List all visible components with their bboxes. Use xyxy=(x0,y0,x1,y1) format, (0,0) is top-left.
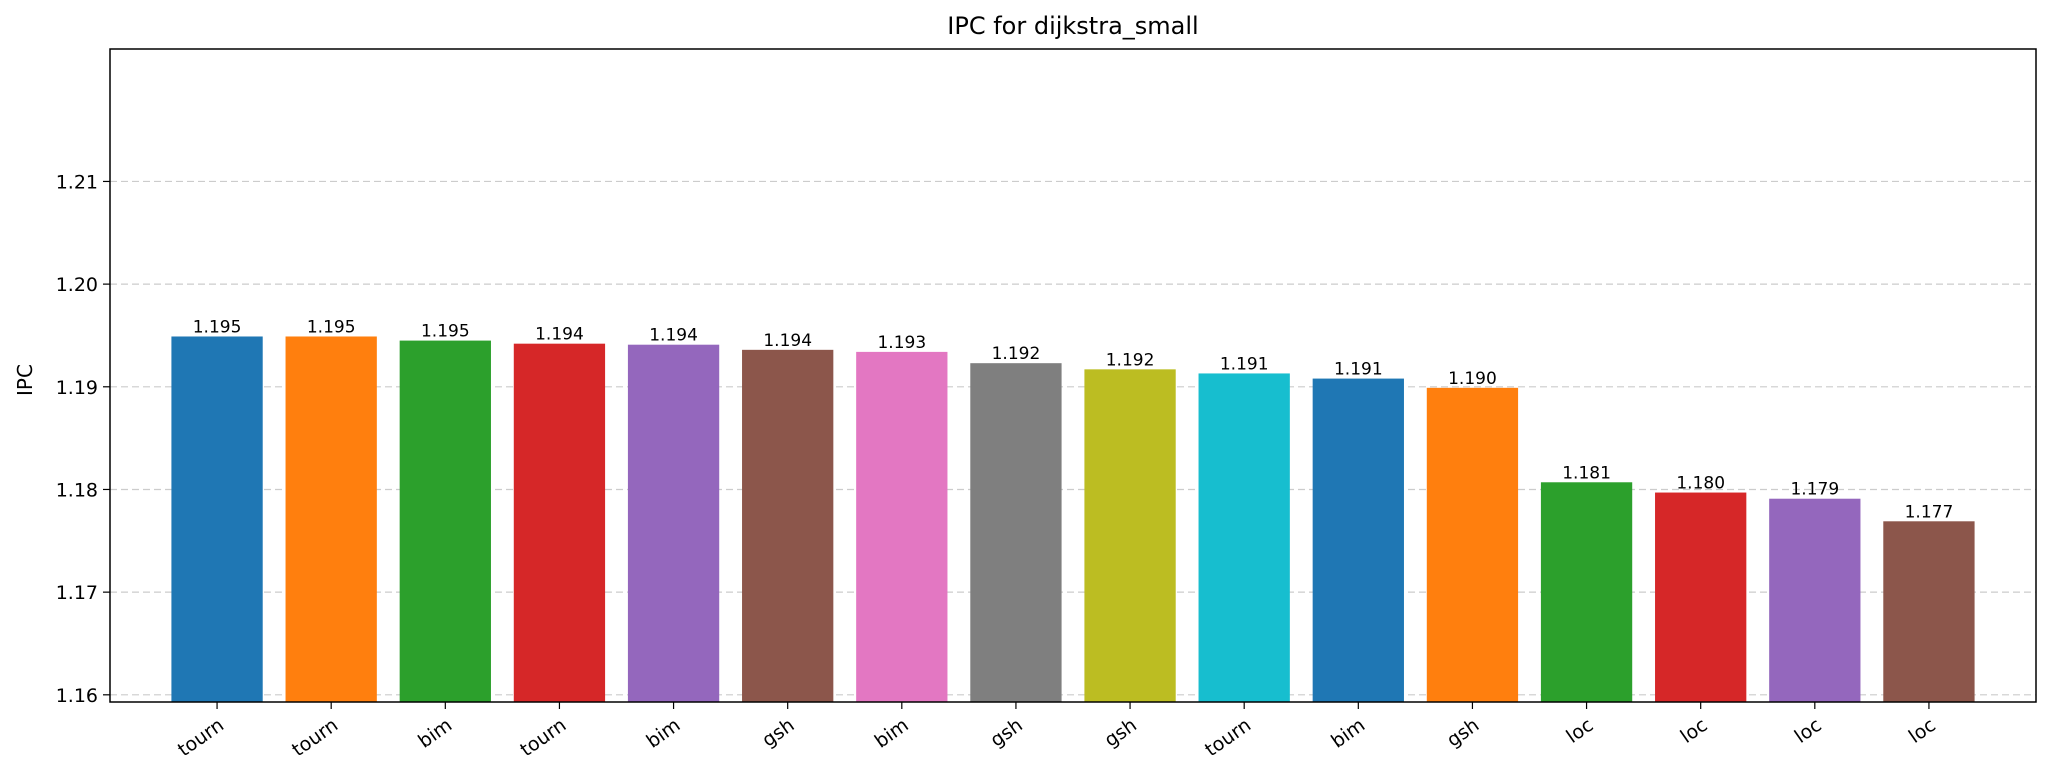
y-tick-label: 1.17 xyxy=(56,582,98,604)
x-tick-label: loc xyxy=(1677,714,1712,748)
x-tick-label: loc xyxy=(1791,714,1826,748)
y-axis-title: IPC xyxy=(13,364,37,396)
bar-value-labels: 1.195 1.195 1.195 1.194 1.194 1.194 1.193 1.192… xyxy=(193,317,1954,522)
y-tick-label: 1.20 xyxy=(56,274,98,296)
x-tick-label: tourn xyxy=(174,714,228,761)
x-tick-label: tourn xyxy=(288,714,342,761)
bar-value-label: 1.195 xyxy=(193,317,242,337)
x-axis: tourn tourn bim tourn bim gsh bim gsh gsh tourn bi… xyxy=(174,702,1940,761)
x-tick-label: bim xyxy=(871,714,913,753)
bar-value-label: 1.180 xyxy=(1676,474,1725,494)
bar xyxy=(1312,378,1404,702)
bar-value-label: 1.181 xyxy=(1562,463,1611,483)
x-tick-label: gsh xyxy=(1443,714,1483,752)
bar-value-label: 1.195 xyxy=(307,317,356,337)
y-gridlines xyxy=(110,180,2036,696)
bar-value-label: 1.194 xyxy=(649,326,698,346)
plot-frame xyxy=(109,48,2037,703)
x-tick-label: gsh xyxy=(1100,714,1140,752)
bar xyxy=(513,343,606,702)
bar xyxy=(1426,387,1519,702)
bar-value-label: 1.191 xyxy=(1334,360,1383,380)
y-axis: 1.16 1.17 1.18 1.19 1.20 1.21 xyxy=(56,171,110,707)
bar xyxy=(1198,373,1290,702)
x-tick-label: bim xyxy=(414,714,456,753)
bar-value-label: 1.193 xyxy=(877,333,926,353)
bar xyxy=(627,344,720,702)
x-tick-label: gsh xyxy=(758,714,798,752)
bar xyxy=(1540,482,1633,702)
bar xyxy=(970,363,1062,702)
y-tick-label: 1.19 xyxy=(56,377,98,399)
bars xyxy=(171,336,1975,702)
x-tick-label: gsh xyxy=(986,714,1026,752)
bar xyxy=(1769,498,1861,702)
bar xyxy=(1084,369,1176,702)
bar-value-label: 1.194 xyxy=(763,331,812,351)
bar xyxy=(1883,521,1975,702)
bar xyxy=(742,349,834,702)
bar-value-label: 1.192 xyxy=(1106,350,1155,370)
bar-value-label: 1.179 xyxy=(1790,480,1839,500)
bar xyxy=(285,336,377,702)
bar-value-label: 1.191 xyxy=(1220,354,1269,374)
x-tick-label: tourn xyxy=(516,714,570,761)
y-tick-label: 1.16 xyxy=(56,685,98,707)
y-tick-label: 1.21 xyxy=(56,171,98,193)
bar-value-label: 1.190 xyxy=(1448,369,1497,389)
x-tick-label: bim xyxy=(642,714,684,753)
x-tick-label: loc xyxy=(1562,714,1597,748)
y-tick-label: 1.18 xyxy=(56,479,98,501)
bar-value-label: 1.195 xyxy=(421,322,470,342)
bar xyxy=(1655,492,1747,702)
x-tick-label: loc xyxy=(1905,714,1940,748)
x-tick-label: bim xyxy=(1327,714,1369,753)
bar-value-label: 1.177 xyxy=(1905,502,1954,522)
bar xyxy=(856,351,948,702)
bar-value-label: 1.194 xyxy=(535,325,584,345)
x-tick-label: tourn xyxy=(1201,714,1255,761)
bar xyxy=(171,336,263,702)
chart-title: IPC for dijkstra_small xyxy=(947,12,1198,40)
bar xyxy=(399,340,491,702)
bar-value-label: 1.192 xyxy=(992,344,1041,364)
